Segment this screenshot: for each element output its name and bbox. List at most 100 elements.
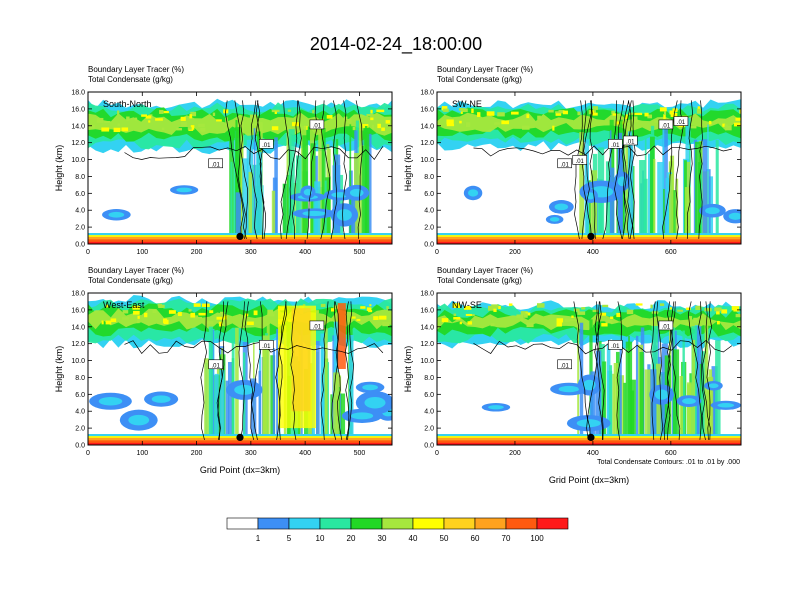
tower-streak	[325, 177, 331, 238]
contour-label: .01	[576, 159, 585, 165]
anvil-speck	[267, 309, 274, 315]
core-red	[337, 303, 346, 369]
tower-streak	[669, 174, 674, 238]
low-cloud-core	[728, 212, 741, 220]
anvil-speck	[491, 304, 499, 309]
anvil-speck	[569, 319, 577, 322]
x-tick-label: 0	[86, 450, 90, 457]
anvil-speck	[685, 322, 692, 326]
tower-streak	[253, 128, 256, 238]
anvil-speck	[189, 114, 193, 119]
anvil-speck	[556, 322, 562, 327]
x-tick-label: 0	[435, 450, 439, 457]
anvil-speck	[373, 316, 379, 320]
low-cloud-core	[350, 412, 374, 420]
tower-streak	[698, 162, 702, 238]
anvil-speck	[739, 109, 741, 114]
tower-streak	[648, 153, 652, 238]
low-cloud-core	[558, 385, 580, 393]
anvil-speck	[126, 116, 130, 121]
tower-streak	[274, 137, 278, 238]
low-cloud-core	[708, 383, 719, 389]
contour-label-box	[208, 359, 223, 370]
colorbar-label: 60	[471, 534, 480, 543]
contour-line	[249, 100, 258, 239]
contour-line	[320, 301, 329, 440]
contour-label: .01	[313, 123, 322, 129]
panel-subtitle: Total Condensate (g/kg)	[88, 75, 173, 84]
colorbar-swatch	[319, 517, 352, 530]
tower-streak	[707, 124, 709, 238]
tower-streak	[282, 183, 287, 238]
panel-south-north: .01 .01 .01 0.0 2.0 4.0 6.0 8.0 10.0 12.0 14.0 16.0…	[54, 65, 393, 256]
contour-line	[686, 100, 693, 239]
location-marker	[587, 232, 595, 240]
tower-streak	[335, 369, 338, 439]
colorbar-swatch	[381, 517, 414, 530]
anvil-speck	[708, 120, 712, 125]
anvil-speck	[163, 110, 169, 114]
anvil-speck	[312, 110, 315, 114]
anvil-speck	[647, 114, 652, 119]
low-cloud-core	[467, 189, 479, 197]
anvil-speck	[271, 126, 279, 131]
anvil-speck	[467, 321, 473, 325]
contour-line	[629, 100, 636, 239]
y-axis-label: Height (km)	[403, 346, 413, 393]
tower-streak	[639, 160, 646, 238]
anvil-speck	[577, 111, 581, 116]
tower-streak	[643, 178, 648, 238]
contour-label-box	[658, 320, 674, 331]
anvil-speck	[291, 122, 299, 127]
anvil-speck	[176, 128, 182, 131]
tower-streak	[235, 119, 238, 238]
plot-frame	[436, 292, 742, 446]
y-tick-label: 12.0	[71, 341, 85, 348]
anvil-speck	[371, 124, 374, 130]
contour-label: .01	[561, 363, 570, 369]
contour-label-box	[658, 119, 674, 130]
anvil-speck	[209, 310, 214, 314]
contour-line	[331, 301, 339, 440]
anvil-speck	[651, 311, 659, 314]
anvil-speck	[101, 127, 110, 132]
contour-line	[595, 301, 605, 440]
anvil-speck	[220, 311, 225, 315]
tower-streak	[227, 362, 233, 439]
tower-streak	[214, 373, 219, 439]
anvil-speck	[446, 119, 454, 125]
tower-streak	[230, 161, 233, 238]
contour-label: .01	[611, 143, 620, 149]
colorbar-swatch	[536, 517, 569, 530]
contour-line	[622, 100, 630, 239]
anvil-speck	[181, 121, 187, 127]
anvil-speck	[459, 120, 462, 124]
contour-label-box	[607, 340, 623, 350]
low-cloud-core	[705, 207, 720, 215]
anvil-speck	[370, 117, 374, 121]
anvil-speck	[148, 120, 151, 123]
y-tick-label: 10.0	[71, 157, 85, 164]
tower-streak	[288, 129, 295, 238]
y-axis-label: Height (km)	[54, 145, 64, 192]
contour-label: .01	[662, 324, 671, 330]
tower-streak	[204, 358, 210, 439]
tower-streak	[320, 333, 325, 439]
anvil-speck	[494, 122, 500, 125]
anvil-speck	[460, 111, 463, 114]
anvil-speck	[452, 303, 461, 308]
contour-line	[291, 100, 302, 239]
anvil-speck	[493, 308, 497, 312]
tower-streak	[579, 132, 585, 238]
y-tick-label: 4.0	[424, 208, 434, 215]
tower-streak	[271, 190, 276, 238]
anvil-speck	[385, 120, 390, 124]
anvil-speck	[552, 125, 555, 131]
anvil-speck	[634, 112, 643, 116]
panel-title: Boundary Layer Tracer (%)	[437, 65, 533, 74]
anvil-speck	[516, 314, 524, 318]
contour-line	[706, 301, 712, 440]
anvil-speck	[525, 312, 531, 316]
contour-line	[250, 301, 263, 440]
